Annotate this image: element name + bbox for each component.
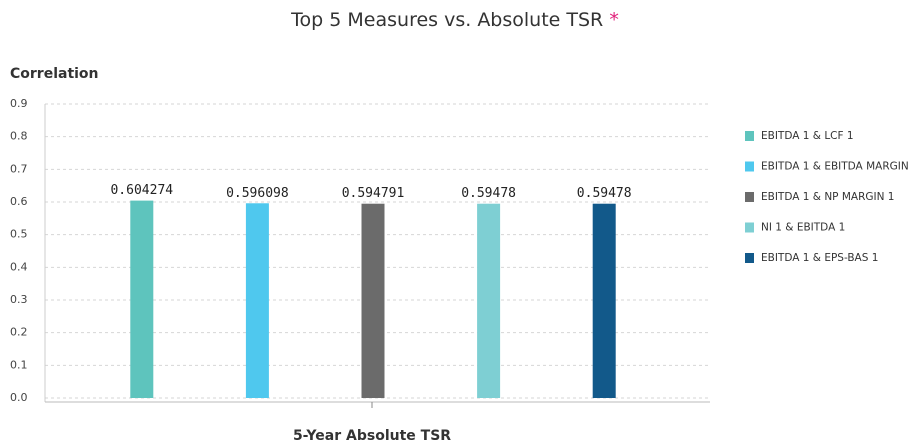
y-tick-label: 0.0 bbox=[10, 391, 28, 404]
title-mark: * bbox=[609, 9, 619, 31]
value-label: 0.604274 bbox=[110, 183, 173, 198]
y-tick-label: 0.5 bbox=[10, 228, 28, 241]
y-axis-label: Correlation bbox=[10, 66, 99, 82]
y-tick-label: 0.7 bbox=[10, 162, 28, 175]
legend-label: NI 1 & EBITDA 1 bbox=[761, 222, 845, 234]
legend-swatch bbox=[745, 222, 754, 233]
title-text: Top 5 Measures vs. Absolute TSR bbox=[290, 9, 603, 31]
legend-label: EBITDA 1 & NP MARGIN 1 bbox=[761, 191, 894, 203]
bar bbox=[477, 203, 501, 398]
y-tick-label: 0.2 bbox=[10, 326, 28, 339]
legend-swatch bbox=[745, 161, 754, 172]
legend-label: EBITDA 1 & EBITDA MARGIN bbox=[761, 161, 908, 173]
legend-label: EBITDA 1 & LCF 1 bbox=[761, 130, 854, 142]
x-axis-label: 5-Year Absolute TSR bbox=[293, 428, 451, 444]
bar bbox=[361, 203, 385, 398]
legend-swatch bbox=[745, 253, 754, 263]
legend-swatch bbox=[745, 131, 754, 141]
y-tick-label: 0.9 bbox=[10, 97, 28, 110]
bar bbox=[245, 203, 269, 398]
y-tick-label: 0.6 bbox=[10, 195, 28, 208]
y-tick-label: 0.4 bbox=[10, 260, 28, 273]
bar bbox=[592, 203, 616, 398]
y-tick-label: 0.8 bbox=[10, 130, 28, 143]
value-label: 0.594791 bbox=[342, 186, 405, 201]
value-label: 0.59478 bbox=[461, 186, 516, 201]
value-label: 0.596098 bbox=[226, 186, 289, 201]
bar bbox=[130, 200, 154, 398]
y-tick-label: 0.1 bbox=[10, 358, 28, 371]
legend-label: EBITDA 1 & EPS-BAS 1 bbox=[761, 252, 878, 264]
value-label: 0.59478 bbox=[577, 186, 632, 201]
chart-title: Top 5 Measures vs. Absolute TSR * bbox=[290, 9, 619, 31]
y-tick-label: 0.3 bbox=[10, 293, 28, 306]
legend-swatch bbox=[745, 192, 754, 202]
